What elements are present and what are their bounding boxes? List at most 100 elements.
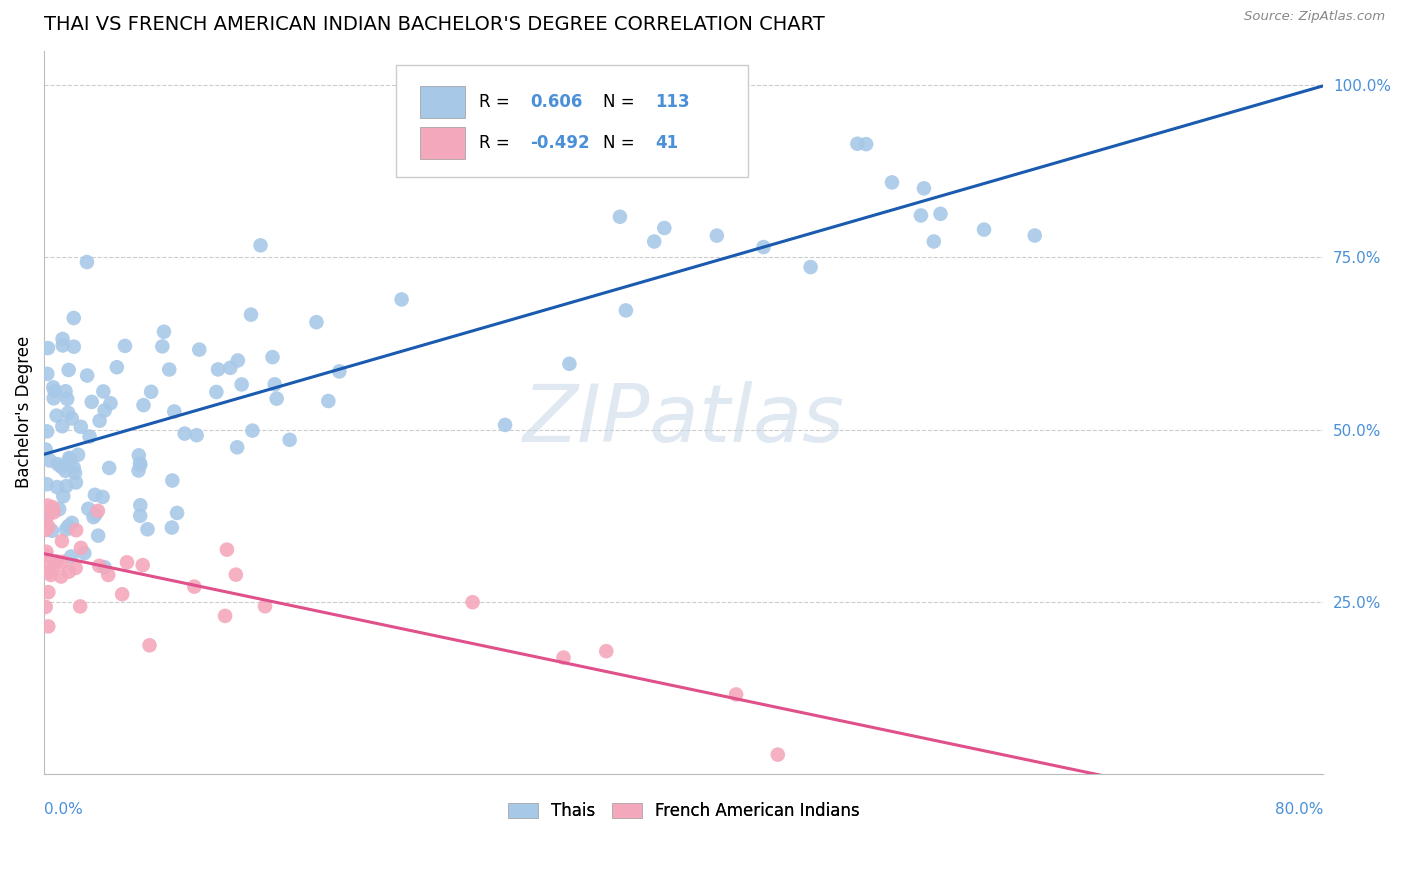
Point xyxy=(35,548,58,562)
Point xyxy=(87,528,110,542)
Point xyxy=(91,490,114,504)
Point xyxy=(51,555,73,569)
Point xyxy=(609,210,631,224)
Point xyxy=(60,411,83,425)
Point xyxy=(128,448,150,462)
Point xyxy=(188,343,211,357)
Point xyxy=(129,458,152,472)
Text: 113: 113 xyxy=(655,93,690,112)
Point xyxy=(115,555,138,569)
Point xyxy=(136,522,159,536)
Point xyxy=(45,409,67,423)
Point xyxy=(65,561,87,575)
Point xyxy=(242,424,264,438)
Point xyxy=(226,353,249,368)
Point xyxy=(922,235,945,249)
Point xyxy=(42,380,65,394)
Point xyxy=(263,377,285,392)
Point xyxy=(98,461,121,475)
Point xyxy=(973,222,995,236)
Point xyxy=(35,425,58,439)
Point xyxy=(37,565,59,579)
Point xyxy=(183,580,205,594)
Point xyxy=(595,644,617,658)
Point xyxy=(278,433,301,447)
Point xyxy=(266,392,288,406)
Point xyxy=(153,325,176,339)
Point xyxy=(752,240,775,254)
Point xyxy=(56,406,79,420)
Point xyxy=(215,542,238,557)
Point xyxy=(166,506,188,520)
Point xyxy=(42,392,65,406)
Point xyxy=(38,453,60,467)
Point xyxy=(93,384,115,399)
Point xyxy=(150,339,173,353)
Point xyxy=(111,587,134,601)
Point xyxy=(249,238,271,252)
Point xyxy=(89,558,111,573)
Point xyxy=(45,554,67,568)
Point xyxy=(62,311,84,326)
Point xyxy=(846,136,869,151)
Point xyxy=(80,395,103,409)
Point xyxy=(60,549,83,564)
Point xyxy=(37,519,59,533)
Point xyxy=(58,363,80,377)
Text: THAI VS FRENCH AMERICAN INDIAN BACHELOR'S DEGREE CORRELATION CHART: THAI VS FRENCH AMERICAN INDIAN BACHELOR'… xyxy=(44,15,825,34)
Point xyxy=(83,488,105,502)
Point xyxy=(55,384,77,399)
Text: 41: 41 xyxy=(655,135,679,153)
Point xyxy=(65,475,87,490)
Point xyxy=(912,181,935,195)
Point xyxy=(55,479,77,493)
Point xyxy=(139,384,162,399)
Legend: Thais, French American Indians: Thais, French American Indians xyxy=(501,796,866,827)
Text: 0.606: 0.606 xyxy=(530,93,582,112)
Point xyxy=(56,392,79,406)
Point xyxy=(128,463,150,477)
Point xyxy=(157,362,180,376)
Text: 0.0%: 0.0% xyxy=(44,802,83,816)
Point xyxy=(58,450,80,465)
Point xyxy=(706,228,728,243)
Point xyxy=(494,417,516,432)
Point xyxy=(44,384,66,398)
Point xyxy=(46,480,69,494)
Point xyxy=(35,545,58,559)
Point xyxy=(51,534,73,549)
Point xyxy=(35,477,58,491)
Point xyxy=(855,137,877,152)
Point xyxy=(253,599,276,614)
Point xyxy=(63,466,86,480)
Point xyxy=(55,464,77,478)
Point xyxy=(46,457,69,471)
Point xyxy=(52,338,75,352)
Point xyxy=(35,442,58,457)
Point xyxy=(35,523,58,537)
Point xyxy=(48,502,70,516)
Point xyxy=(880,175,903,189)
Point xyxy=(97,568,120,582)
Point xyxy=(60,516,83,530)
Point xyxy=(52,332,75,346)
Point xyxy=(87,504,110,518)
Point xyxy=(132,398,155,412)
Text: R =: R = xyxy=(479,93,515,112)
Point xyxy=(766,747,789,762)
Point xyxy=(262,350,284,364)
Point xyxy=(929,207,952,221)
Text: N =: N = xyxy=(603,93,640,112)
Point xyxy=(162,474,184,488)
Point xyxy=(800,260,823,274)
FancyBboxPatch shape xyxy=(420,127,465,160)
Point xyxy=(725,688,748,702)
Y-axis label: Bachelor's Degree: Bachelor's Degree xyxy=(15,336,32,489)
FancyBboxPatch shape xyxy=(420,86,465,118)
Point xyxy=(173,426,195,441)
Point xyxy=(35,510,58,524)
Text: 80.0%: 80.0% xyxy=(1275,802,1323,816)
Point xyxy=(37,585,59,599)
Point xyxy=(214,608,236,623)
Point xyxy=(35,507,58,521)
